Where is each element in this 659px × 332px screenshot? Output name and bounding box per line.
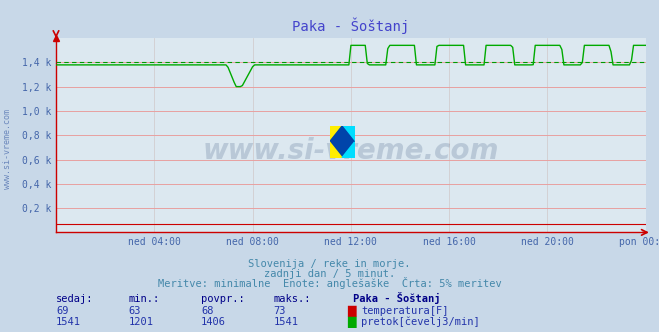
Text: █: █ (347, 316, 356, 328)
Text: Meritve: minimalne  Enote: anglešaške  Črta: 5% meritev: Meritve: minimalne Enote: anglešaške Črt… (158, 277, 501, 289)
Text: 69: 69 (56, 306, 69, 316)
Text: 68: 68 (201, 306, 214, 316)
Polygon shape (330, 126, 342, 142)
Text: Paka - Šoštanj: Paka - Šoštanj (353, 292, 440, 304)
Polygon shape (330, 126, 355, 158)
Polygon shape (342, 142, 355, 158)
Text: sedaj:: sedaj: (56, 294, 94, 304)
Text: 73: 73 (273, 306, 286, 316)
Text: www.si-vreme.com: www.si-vreme.com (3, 110, 13, 189)
Text: zadnji dan / 5 minut.: zadnji dan / 5 minut. (264, 269, 395, 279)
Text: Slovenija / reke in morje.: Slovenija / reke in morje. (248, 259, 411, 269)
Text: █: █ (347, 305, 356, 317)
Text: 1201: 1201 (129, 317, 154, 327)
Text: povpr.:: povpr.: (201, 294, 244, 304)
Polygon shape (342, 126, 355, 142)
Text: temperatura[F]: temperatura[F] (361, 306, 449, 316)
Text: min.:: min.: (129, 294, 159, 304)
Text: 1541: 1541 (273, 317, 299, 327)
Polygon shape (330, 142, 342, 158)
Text: maks.:: maks.: (273, 294, 311, 304)
Text: www.si-vreme.com: www.si-vreme.com (203, 137, 499, 165)
Text: 1541: 1541 (56, 317, 81, 327)
Text: pretok[čevelj3/min]: pretok[čevelj3/min] (361, 316, 480, 327)
Text: 63: 63 (129, 306, 141, 316)
Text: 1406: 1406 (201, 317, 226, 327)
Title: Paka - Šoštanj: Paka - Šoštanj (293, 18, 409, 34)
